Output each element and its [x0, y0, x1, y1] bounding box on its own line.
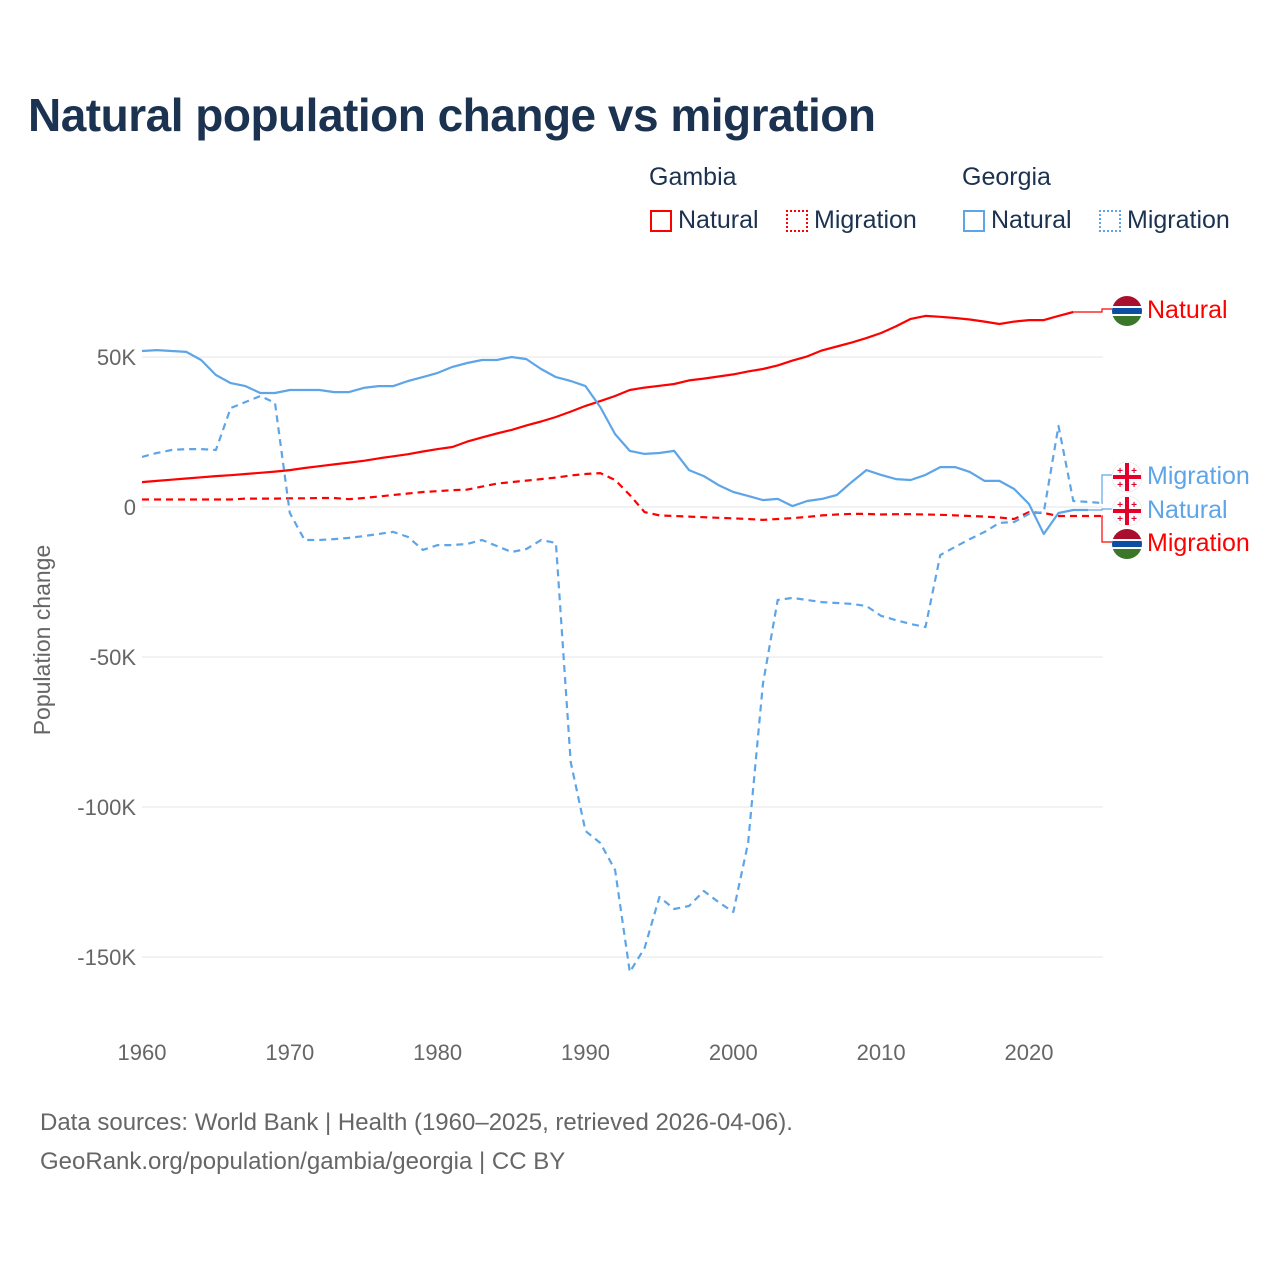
georgia-flag-small-cross: + — [1117, 514, 1123, 525]
series-line-georgia-natural — [141, 349, 1089, 536]
series-line-gambia-natural — [141, 310, 1074, 484]
legend-gambia-migration[interactable]: Migration — [786, 206, 917, 235]
gambia-flag-icon — [1112, 296, 1142, 326]
legend-swatch — [1099, 209, 1121, 232]
chart-title: Natural population change vs migration — [28, 89, 876, 141]
end-label-gambia-migration: Migration — [1147, 529, 1250, 557]
georgia-flag-small-cross: + — [1117, 500, 1123, 511]
x-tick-label: 2010 — [857, 1040, 906, 1065]
y-tick-label: -150K — [77, 945, 136, 970]
end-label-georgia-migration: Migration — [1147, 462, 1250, 490]
end-label-georgia-natural: Natural — [1147, 496, 1228, 524]
legend-label: Natural — [678, 206, 759, 234]
legend-group-gambia: Gambia — [649, 163, 737, 191]
legend-group-georgia: Georgia — [962, 163, 1051, 191]
y-tick-label: 50K — [97, 345, 136, 370]
georgia-flag-small-cross: + — [1131, 514, 1137, 525]
source-line-1: Data sources: World Bank | Health (1960–… — [40, 1109, 793, 1136]
label-connector — [1101, 515, 1112, 543]
end-label-gambia-natural: Natural — [1147, 296, 1228, 324]
legend-georgia-natural[interactable]: Natural — [963, 206, 1072, 235]
label-connector — [1088, 508, 1112, 511]
georgia-flag-small-cross: + — [1131, 480, 1137, 491]
source-line-2[interactable]: GeoRank.org/population/gambia/georgia | … — [40, 1148, 566, 1175]
legend-gambia-natural[interactable]: Natural — [650, 206, 759, 235]
label-connector — [1101, 474, 1112, 504]
series-line-georgia-migration — [141, 394, 1103, 974]
legend-label: Migration — [814, 206, 917, 234]
x-tick-label: 1960 — [118, 1040, 167, 1065]
x-tick-label: 1970 — [265, 1040, 314, 1065]
legend-swatch — [786, 209, 808, 232]
y-tick-label: 0 — [124, 495, 136, 520]
x-tick-label: 1980 — [413, 1040, 462, 1065]
legend-swatch — [650, 209, 672, 232]
y-tick-label: -100K — [77, 795, 136, 820]
legend-label: Natural — [991, 206, 1072, 234]
georgia-flag-small-cross: + — [1131, 500, 1137, 511]
georgia-flag-small-cross: + — [1117, 466, 1123, 477]
georgia-flag-cross — [1125, 463, 1129, 491]
georgia-flag-cross — [1125, 497, 1129, 525]
x-tick-label: 1990 — [561, 1040, 610, 1065]
series-line-gambia-migration — [142, 472, 1103, 522]
gambia-flag-icon — [1112, 529, 1142, 559]
label-connector — [1073, 308, 1112, 313]
georgia-flag-small-cross: + — [1131, 466, 1137, 477]
x-tick-label: 2020 — [1005, 1040, 1054, 1065]
y-axis-label: Population change — [29, 545, 55, 736]
y-tick-label: -50K — [90, 645, 137, 670]
x-tick-label: 2000 — [709, 1040, 758, 1065]
legend-label: Migration — [1127, 206, 1230, 234]
legend-swatch — [963, 209, 985, 232]
georgia-flag-small-cross: + — [1117, 480, 1123, 491]
legend-georgia-migration[interactable]: Migration — [1099, 206, 1230, 235]
